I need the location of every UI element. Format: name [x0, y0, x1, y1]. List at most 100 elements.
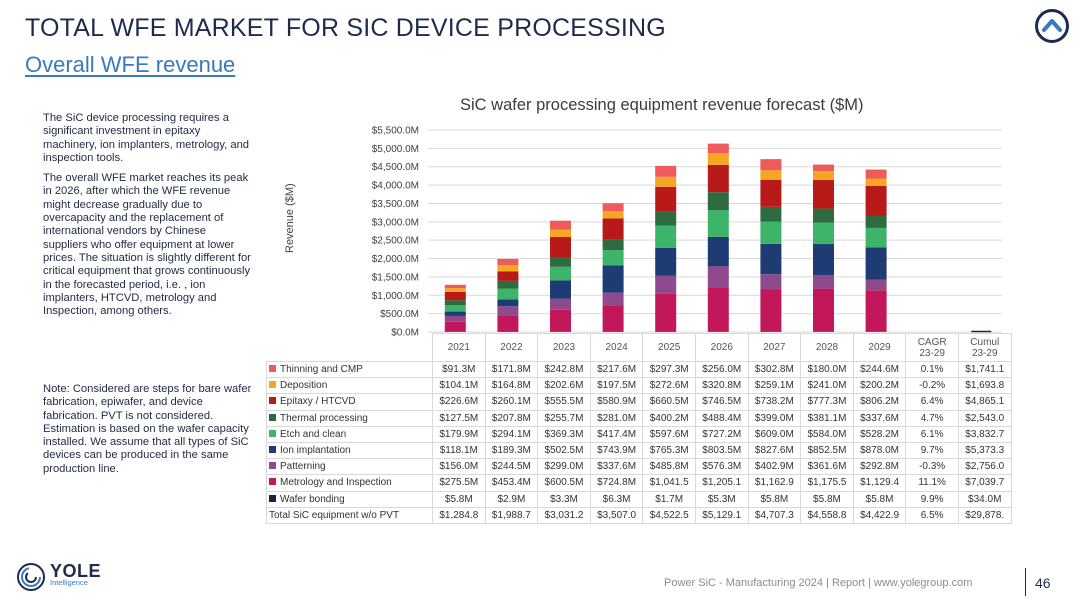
- data-cell: $197.5M: [589, 377, 644, 395]
- table-row: Metrology and Inspection $275.5M $453.4M $6…: [266, 474, 1012, 492]
- data-cell: $2.9M: [484, 490, 539, 508]
- bar-segment: [655, 211, 677, 226]
- legend-swatch: [269, 365, 276, 373]
- bar-segment: [550, 237, 571, 258]
- bar-segment: [707, 164, 729, 193]
- data-cell: $1.7M: [642, 490, 696, 508]
- row-label: Metrology and Inspection: [266, 474, 433, 492]
- data-cell: $580.9M: [589, 393, 644, 411]
- data-cell: $4,522.5: [642, 506, 696, 524]
- page-title: TOTAL WFE MARKET FOR SIC DEVICE PROCESSI…: [25, 14, 666, 42]
- data-cell: $584.0M: [800, 425, 854, 443]
- table-row: Ion implantation $118.1M $189.3M $502.5M $74…: [266, 441, 1012, 460]
- data-cell: $4,865.1: [957, 393, 1012, 411]
- data-cell: $2,756.0: [957, 458, 1012, 476]
- legend-label: Wafer bonding: [280, 493, 345, 505]
- bar-segment: [444, 288, 466, 292]
- bar-segment: [813, 222, 834, 245]
- data-cell: -0.3%: [905, 458, 959, 476]
- column-header-year: 2025: [642, 333, 696, 362]
- bar-segment: [760, 274, 782, 290]
- bar-segment: [865, 185, 887, 216]
- data-cell: $29,878.: [957, 506, 1012, 524]
- bar-segment: [707, 210, 729, 237]
- data-cell: $91.3M: [432, 360, 486, 379]
- data-cell: $5.8M: [800, 490, 854, 508]
- column-header-year: 2027: [747, 333, 802, 362]
- y-tick-label: $5,500.0M: [372, 126, 419, 137]
- bar-segment: [865, 290, 887, 332]
- bar-segment: [760, 179, 782, 207]
- bar-segment: [497, 306, 519, 316]
- data-cell: $320.8M: [694, 377, 749, 395]
- bar-segment: [602, 250, 624, 266]
- data-cell: $241.0M: [800, 377, 854, 395]
- data-cell: $207.8M: [484, 409, 539, 427]
- column-header-year: 2021: [432, 333, 486, 362]
- data-cell: $244.6M: [852, 360, 907, 379]
- data-cell: $202.6M: [537, 377, 591, 395]
- chevron-up-circle-icon[interactable]: [1034, 8, 1070, 44]
- bar-segment: [497, 265, 519, 272]
- table-row: Wafer bonding $5.8M $2.9M $3.3M $6.3M $1.7M $5…: [266, 490, 1012, 508]
- data-cell: $746.5M: [694, 393, 749, 411]
- legend-swatch: [269, 478, 276, 486]
- data-cell: $7,039.7: [957, 474, 1012, 492]
- data-cell: 6.5%: [905, 506, 959, 524]
- bar-segment: [444, 304, 466, 312]
- bar-segment: [813, 171, 834, 181]
- data-cell: $399.0M: [747, 409, 802, 427]
- data-cell: $597.6M: [642, 425, 696, 443]
- table-row: Thinning and CMP $91.3M $171.8M $242.8M $217…: [266, 360, 1012, 379]
- bar-segment: [707, 236, 729, 267]
- row-label: Wafer bonding: [266, 490, 433, 508]
- bar-segment: [444, 291, 466, 301]
- data-cell: $272.6M: [642, 377, 696, 395]
- legend-label: Metrology and Inspection: [280, 477, 392, 489]
- bar-segment: [707, 153, 729, 165]
- table-row: Deposition $104.1M $164.8M $202.6M $197.5M $2…: [266, 377, 1012, 395]
- description-text: The SiC device processing requires a sig…: [43, 112, 253, 325]
- data-cell: $292.8M: [852, 458, 907, 476]
- legend-swatch: [269, 413, 276, 421]
- legend-label: Ion implantation: [280, 445, 351, 457]
- data-cell: $417.4M: [589, 425, 644, 443]
- data-cell: $803.5M: [694, 441, 749, 460]
- legend-label: Deposition: [280, 380, 328, 392]
- bar-segment: [497, 288, 519, 300]
- table-row: Epitaxy / HTCVD $226.6M $260.1M $555.5M $580…: [266, 393, 1012, 411]
- data-cell: $381.1M: [800, 409, 854, 427]
- data-cell: $878.0M: [852, 441, 907, 460]
- data-cell: $852.5M: [800, 441, 854, 460]
- data-cell: $5.8M: [852, 490, 907, 508]
- data-cell: $1,205.1: [694, 474, 749, 492]
- data-cell: $259.1M: [747, 377, 802, 395]
- bar-segment: [813, 244, 834, 276]
- data-cell: $256.0M: [694, 360, 749, 379]
- table-row: Patterning $156.0M $244.5M $299.0M $337.6M $4…: [266, 458, 1012, 476]
- footer-text: Power SiC - Manufacturing 2024 | Report …: [664, 577, 973, 589]
- bar-segment: [760, 221, 782, 244]
- data-cell: $1,741.1: [957, 360, 1012, 379]
- bar-segment: [813, 164, 834, 172]
- y-tick-label: $2,500.0M: [372, 236, 419, 247]
- table-row: Total SiC equipment w/o PVT $1,284.8 $1,98…: [266, 506, 1012, 524]
- bar-segment: [655, 225, 677, 248]
- y-tick-label: $5,000.0M: [372, 144, 419, 155]
- data-cell: $299.0M: [537, 458, 591, 476]
- column-header-metric: CAGR 23-29: [905, 333, 959, 362]
- bar-segment: [760, 243, 782, 275]
- data-cell: 11.1%: [905, 474, 959, 492]
- logo-sub-text: Intelligence: [50, 578, 88, 587]
- bar-segment: [602, 265, 624, 293]
- bar-segment: [550, 220, 571, 230]
- bar-segment: [602, 203, 624, 212]
- row-label: Thermal processing: [266, 409, 433, 427]
- y-tick-label: $500.0M: [380, 309, 419, 320]
- bar-segment: [550, 266, 571, 281]
- section-subtitle[interactable]: Overall WFE revenue: [25, 52, 236, 77]
- footer-divider: [1025, 568, 1026, 596]
- data-cell: $294.1M: [484, 425, 539, 443]
- column-header-year: 2024: [589, 333, 644, 362]
- data-cell: $1,175.5: [800, 474, 854, 492]
